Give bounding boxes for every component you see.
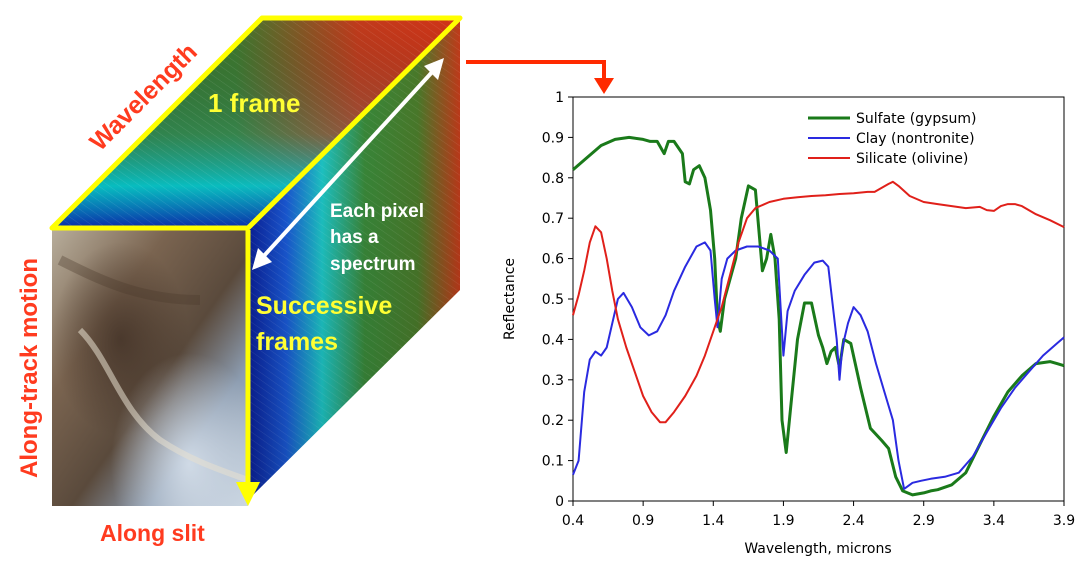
- y-tick-label: 0: [555, 494, 564, 510]
- series-line-1: [572, 241, 1065, 490]
- x-tick-label: 0.4: [562, 513, 584, 529]
- y-tick-label: 0.1: [542, 454, 564, 470]
- label-one-frame: 1 frame: [208, 88, 301, 118]
- x-axis-label: Wavelength, microns: [744, 541, 891, 557]
- x-tick-label: 3.9: [1053, 513, 1075, 529]
- x-tick-label: 1.4: [702, 513, 724, 529]
- plot-frame: [572, 96, 1065, 502]
- series-line-0: [572, 135, 1065, 497]
- y-axis: 0 0.1 0.2 0.3 0.4 0.5 0.6 0.7 0.8 0.9 1: [542, 90, 573, 510]
- label-along-track-motion: Along-track motion: [16, 258, 43, 478]
- first-frame-outline: [49, 15, 463, 231]
- cube-top-face: [52, 18, 460, 228]
- successive-frames-arrow: [236, 230, 260, 506]
- label-each-pixel: Each pixel: [330, 201, 424, 222]
- x-tick-label: 0.9: [632, 513, 654, 529]
- cube-front-face-image: [52, 228, 250, 506]
- y-tick-label: 0.6: [542, 252, 564, 268]
- x-tick-label: 3.4: [983, 513, 1005, 529]
- series-line-2: [572, 180, 1065, 424]
- cube-to-chart-connector: [466, 60, 614, 94]
- data-cube: [49, 15, 463, 506]
- cube-side-face: [248, 18, 460, 500]
- x-tick-label: 2.4: [842, 513, 864, 529]
- y-tick-label: 0.7: [542, 211, 564, 227]
- y-tick-label: 0.5: [542, 292, 564, 308]
- x-axis: 0.4 0.9 1.4 1.9 2.4 2.9 3.4 3.9: [562, 501, 1075, 529]
- pixel-spectrum-arrow: [252, 58, 444, 270]
- y-tick-label: 0.9: [542, 130, 564, 146]
- legend-label: Sulfate (gypsum): [856, 111, 977, 127]
- y-tick-label: 0.3: [542, 373, 564, 389]
- legend-label: Silicate (olivine): [856, 151, 968, 167]
- legend-label: Clay (nontronite): [856, 131, 975, 147]
- label-along-slit: Along slit: [100, 520, 205, 546]
- label-frames: frames: [256, 328, 338, 356]
- y-tick-label: 0.8: [542, 171, 564, 187]
- y-tick-label: 1: [555, 90, 564, 106]
- y-axis-label: Reflectance: [502, 258, 518, 340]
- reflectance-chart: 0 0.1 0.2 0.3 0.4 0.5 0.6 0.7 0.8 0.9 1 0.4 0.9 1.4 1…: [502, 90, 1075, 557]
- label-has-a: has a: [330, 227, 379, 248]
- y-tick-label: 0.4: [542, 332, 564, 348]
- label-spectrum: spectrum: [330, 254, 416, 275]
- y-tick-label: 0.2: [542, 413, 564, 429]
- x-tick-label: 1.9: [772, 513, 794, 529]
- label-successive: Successive: [256, 292, 392, 320]
- series-lines: [572, 135, 1065, 497]
- x-tick-label: 2.9: [913, 513, 935, 529]
- chart-legend: Sulfate (gypsum) Clay (nontronite) Silicat…: [808, 111, 977, 167]
